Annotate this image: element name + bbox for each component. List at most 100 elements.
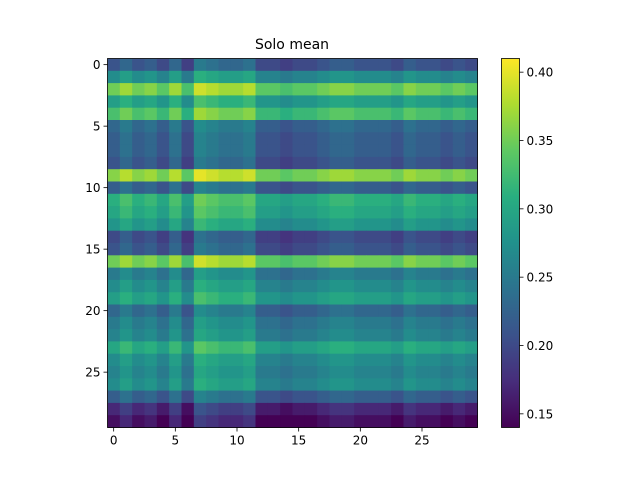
heatmap-cell: [452, 402, 466, 416]
heatmap-cell: [465, 279, 478, 293]
heatmap-cell: [255, 316, 269, 330]
heatmap-cell: [354, 95, 367, 109]
heatmap-cell: [304, 83, 318, 96]
heatmap-cell: [218, 366, 232, 379]
heatmap-cell: [181, 390, 195, 404]
heatmap-cell: [119, 329, 133, 342]
colorbar: [501, 58, 520, 428]
heatmap-cell: [206, 193, 219, 207]
heatmap-cell: [144, 329, 158, 342]
heatmap-cell: [243, 415, 256, 428]
heatmap-cell: [193, 390, 207, 404]
heatmap-cell: [230, 120, 244, 133]
heatmap-cell: [329, 230, 343, 244]
heatmap-cell: [465, 230, 478, 244]
x-tick-label: 20: [353, 434, 368, 448]
heatmap-cell: [415, 169, 429, 182]
heatmap-cell: [317, 279, 330, 293]
heatmap-cell: [230, 378, 244, 391]
heatmap-cell: [119, 402, 133, 416]
heatmap-cell: [267, 218, 281, 232]
colorbar-tick-label: 0.15: [527, 407, 554, 421]
heatmap-cell: [230, 402, 244, 416]
heatmap-cell: [169, 107, 182, 121]
heatmap-cell: [107, 181, 121, 195]
heatmap-cell: [107, 267, 121, 281]
heatmap-cell: [415, 378, 429, 391]
heatmap-cell: [317, 70, 330, 84]
y-tick-label: 10: [85, 181, 100, 195]
heatmap-cell: [255, 218, 269, 232]
heatmap-cell: [107, 279, 121, 293]
heatmap-cell: [452, 341, 466, 355]
heatmap-cell: [132, 390, 145, 404]
heatmap-cell: [341, 267, 355, 281]
heatmap-cell: [255, 156, 269, 170]
heatmap-cell: [181, 353, 195, 367]
heatmap-cell: [156, 329, 170, 342]
heatmap-cell: [366, 193, 380, 207]
heatmap-cell: [317, 353, 330, 367]
heatmap-cell: [230, 304, 244, 318]
heatmap-cell: [292, 341, 306, 355]
heatmap-cell: [156, 292, 170, 305]
heatmap-cell: [218, 169, 232, 182]
heatmap-cell: [243, 206, 256, 219]
heatmap-cell: [181, 402, 195, 416]
heatmap-cell: [169, 316, 182, 330]
heatmap-cell: [317, 341, 330, 355]
heatmap-cell: [144, 230, 158, 244]
heatmap-cell: [465, 120, 478, 133]
heatmap-cell: [119, 366, 133, 379]
x-tick-label: 25: [414, 434, 429, 448]
heatmap-cell: [255, 230, 269, 244]
heatmap-cell: [304, 316, 318, 330]
heatmap-cell: [206, 95, 219, 109]
heatmap-cell: [415, 255, 429, 268]
heatmap-cell: [391, 378, 404, 391]
heatmap-cell: [169, 230, 182, 244]
heatmap-cell: [354, 292, 367, 305]
heatmap-cell: [428, 267, 441, 281]
heatmap-cell: [206, 132, 219, 145]
heatmap-cell: [465, 390, 478, 404]
heatmap-cell: [156, 267, 170, 281]
heatmap-cell: [181, 193, 195, 207]
heatmap-cell: [255, 279, 269, 293]
heatmap-cell: [243, 193, 256, 207]
heatmap-cell: [403, 206, 417, 219]
heatmap-cell: [230, 144, 244, 158]
heatmap-cell: [391, 329, 404, 342]
heatmap-cell: [267, 120, 281, 133]
heatmap-cell: [144, 415, 158, 428]
heatmap-cell: [132, 267, 145, 281]
heatmap-cell: [181, 243, 195, 256]
heatmap-cell: [292, 329, 306, 342]
heatmap-cell: [415, 193, 429, 207]
heatmap-cell: [292, 255, 306, 268]
heatmap-cell: [132, 193, 145, 207]
heatmap-cell: [391, 402, 404, 416]
heatmap-cell: [206, 169, 219, 182]
heatmap-cell: [206, 341, 219, 355]
heatmap-cell: [267, 70, 281, 84]
heatmap-cell: [366, 341, 380, 355]
heatmap-cell: [169, 206, 182, 219]
heatmap-cell: [206, 181, 219, 195]
heatmap-cell: [243, 58, 256, 72]
heatmap-cell: [329, 169, 343, 182]
heatmap-cell: [329, 255, 343, 268]
heatmap-cell: [181, 206, 195, 219]
heatmap-cell: [391, 279, 404, 293]
heatmap-cell: [391, 218, 404, 232]
heatmap-cell: [255, 292, 269, 305]
heatmap-cell: [440, 218, 454, 232]
heatmap-cell: [292, 169, 306, 182]
heatmap-cell: [230, 206, 244, 219]
heatmap-cell: [465, 70, 478, 84]
heatmap-cell: [304, 193, 318, 207]
heatmap-cell: [378, 341, 392, 355]
heatmap-cell: [440, 132, 454, 145]
heatmap-cell: [452, 107, 466, 121]
heatmap-cell: [132, 243, 145, 256]
